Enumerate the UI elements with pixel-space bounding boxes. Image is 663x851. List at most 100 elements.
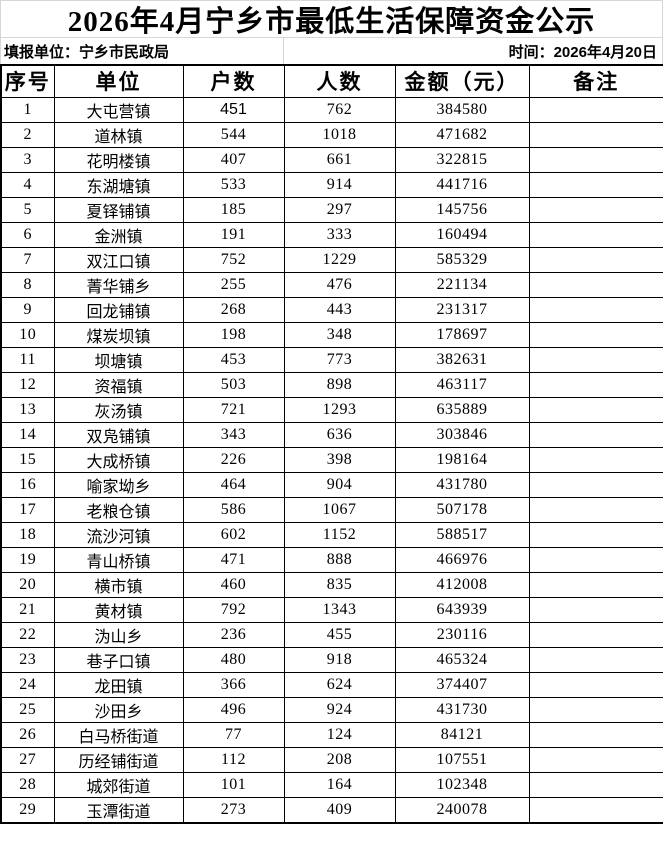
cell-amount: 178697	[394, 321, 530, 348]
cell-unit: 双凫铺镇	[53, 421, 184, 448]
cell-people: 476	[283, 271, 396, 298]
cell-remark	[528, 246, 663, 273]
cell-no: 3	[0, 146, 55, 173]
cell-no: 8	[0, 271, 55, 298]
cell-remark	[528, 796, 663, 823]
table-row: 2 道林镇 544 1018 471682	[0, 121, 663, 148]
cell-amount: 463117	[394, 371, 530, 398]
cell-amount: 145756	[394, 196, 530, 223]
cell-remark	[528, 546, 663, 573]
table-row: 16 喻家坳乡 464 904 431780	[0, 471, 663, 498]
cell-no: 27	[0, 746, 55, 773]
cell-households: 407	[182, 146, 285, 173]
cell-people: 297	[283, 196, 396, 223]
cell-remark	[528, 671, 663, 698]
filing-unit-label: 填报单位：宁乡市民政局	[1, 38, 284, 64]
cell-no: 23	[0, 646, 55, 673]
cell-households: 366	[182, 671, 285, 698]
cell-unit: 金洲镇	[53, 221, 184, 248]
cell-amount: 588517	[394, 521, 530, 548]
cell-unit: 老粮仓镇	[53, 496, 184, 523]
col-header-unit: 单位	[53, 64, 184, 98]
table-row: 17 老粮仓镇 586 1067 507178	[0, 496, 663, 523]
table-row: 19 青山桥镇 471 888 466976	[0, 546, 663, 573]
table-row: 3 花明楼镇 407 661 322815	[0, 146, 663, 173]
cell-no: 29	[0, 796, 55, 823]
cell-amount: 198164	[394, 446, 530, 473]
cell-amount: 102348	[394, 771, 530, 798]
table-row: 18 流沙河镇 602 1152 588517	[0, 521, 663, 548]
cell-people: 835	[283, 571, 396, 598]
cell-unit: 玉潭街道	[53, 796, 184, 823]
cell-people: 918	[283, 646, 396, 673]
table-row: 28 城郊街道 101 164 102348	[0, 771, 663, 798]
cell-households: 471	[182, 546, 285, 573]
cell-no: 1	[0, 96, 55, 123]
cell-households: 503	[182, 371, 285, 398]
col-header-remark: 备注	[528, 64, 663, 98]
cell-amount: 384580	[394, 96, 530, 123]
page-title: 2026年4月宁乡市最低生活保障资金公示	[0, 0, 663, 38]
cell-people: 624	[283, 671, 396, 698]
cell-amount: 322815	[394, 146, 530, 173]
cell-no: 22	[0, 621, 55, 648]
table-row: 7 双江口镇 752 1229 585329	[0, 246, 663, 273]
cell-people: 124	[283, 721, 396, 748]
table-row: 21 黄材镇 792 1343 643939	[0, 596, 663, 623]
cell-unit: 喻家坳乡	[53, 471, 184, 498]
cell-no: 28	[0, 771, 55, 798]
cell-households: 544	[182, 121, 285, 148]
cell-people: 1018	[283, 121, 396, 148]
cell-households: 602	[182, 521, 285, 548]
cell-unit: 东湖塘镇	[53, 171, 184, 198]
cell-remark	[528, 621, 663, 648]
cell-no: 14	[0, 421, 55, 448]
cell-amount: 585329	[394, 246, 530, 273]
cell-households: 480	[182, 646, 285, 673]
cell-amount: 431730	[394, 696, 530, 723]
cell-households: 236	[182, 621, 285, 648]
cell-households: 77	[182, 721, 285, 748]
col-header-no: 序号	[0, 64, 55, 98]
cell-amount: 412008	[394, 571, 530, 598]
cell-no: 2	[0, 121, 55, 148]
cell-households: 226	[182, 446, 285, 473]
cell-people: 443	[283, 296, 396, 323]
cell-remark	[528, 421, 663, 448]
cell-unit: 横市镇	[53, 571, 184, 598]
cell-unit: 白马桥街道	[53, 721, 184, 748]
cell-households: 343	[182, 421, 285, 448]
cell-people: 455	[283, 621, 396, 648]
cell-no: 16	[0, 471, 55, 498]
cell-people: 914	[283, 171, 396, 198]
cell-remark	[528, 396, 663, 423]
table-row: 24 龙田镇 366 624 374407	[0, 671, 663, 698]
cell-no: 10	[0, 321, 55, 348]
cell-people: 636	[283, 421, 396, 448]
cell-households: 721	[182, 396, 285, 423]
table-header-row: 序号 单位 户数 人数 金额（元） 备注	[0, 64, 663, 98]
cell-households: 453	[182, 346, 285, 373]
table-row: 13 灰汤镇 721 1293 635889	[0, 396, 663, 423]
cell-remark	[528, 746, 663, 773]
table-row: 8 菁华铺乡 255 476 221134	[0, 271, 663, 298]
cell-amount: 441716	[394, 171, 530, 198]
cell-remark	[528, 696, 663, 723]
table-row: 1 大屯营镇 451 762 384580	[0, 96, 663, 123]
cell-unit: 双江口镇	[53, 246, 184, 273]
table-row: 4 东湖塘镇 533 914 441716	[0, 171, 663, 198]
cell-amount: 221134	[394, 271, 530, 298]
cell-remark	[528, 646, 663, 673]
cell-amount: 303846	[394, 421, 530, 448]
cell-unit: 菁华铺乡	[53, 271, 184, 298]
cell-people: 1293	[283, 396, 396, 423]
cell-amount: 374407	[394, 671, 530, 698]
cell-people: 1152	[283, 521, 396, 548]
cell-unit: 回龙铺镇	[53, 296, 184, 323]
cell-households: 464	[182, 471, 285, 498]
cell-people: 888	[283, 546, 396, 573]
table-row: 23 巷子口镇 480 918 465324	[0, 646, 663, 673]
cell-unit: 沙田乡	[53, 696, 184, 723]
cell-people: 409	[283, 796, 396, 823]
